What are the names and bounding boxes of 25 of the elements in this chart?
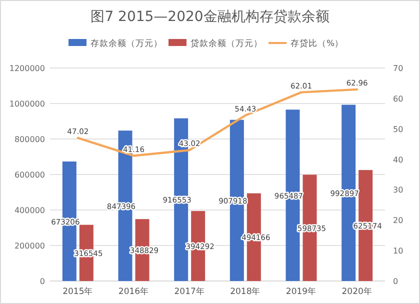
y-tick-label: 1000000 <box>9 100 45 108</box>
y-tick-label: 600000 <box>14 170 45 180</box>
y2-tick-label: 30 <box>393 186 404 195</box>
legend-label: 存款余额（万元） <box>90 38 162 49</box>
x-tick-label: 2016年 <box>118 286 150 297</box>
y2-tick-label: 20 <box>393 216 404 226</box>
y-tick-label: 0 <box>40 277 45 286</box>
legend-label: 贷款余额（万元） <box>190 38 262 49</box>
y2-tick-label: 70 <box>393 64 404 73</box>
x-tick-label: 2017年 <box>174 286 205 297</box>
y-tick-label: 1200000 <box>9 64 45 73</box>
y2-tick-label: 50 <box>393 124 404 134</box>
y2-tick-label: 40 <box>393 155 404 164</box>
x-tick-label: 2015年 <box>62 286 94 297</box>
y-tick-label: 400000 <box>14 206 45 215</box>
x-tick-label: 2018年 <box>230 286 261 297</box>
y2-tick-label: 60 <box>393 94 404 104</box>
y2-tick-label: 10 <box>393 246 404 256</box>
x-tick-label: 2020年 <box>342 286 372 297</box>
legend-label: 存贷比（%） <box>290 38 344 49</box>
chart-title: 图7 2015—2020金融机构存贷款余额 <box>90 9 330 25</box>
x-tick-label: 2019年 <box>286 286 317 297</box>
y-tick-label: 200000 <box>14 242 45 250</box>
y2-tick-label: 0 <box>393 277 398 286</box>
y-tick-label: 800000 <box>14 135 45 144</box>
